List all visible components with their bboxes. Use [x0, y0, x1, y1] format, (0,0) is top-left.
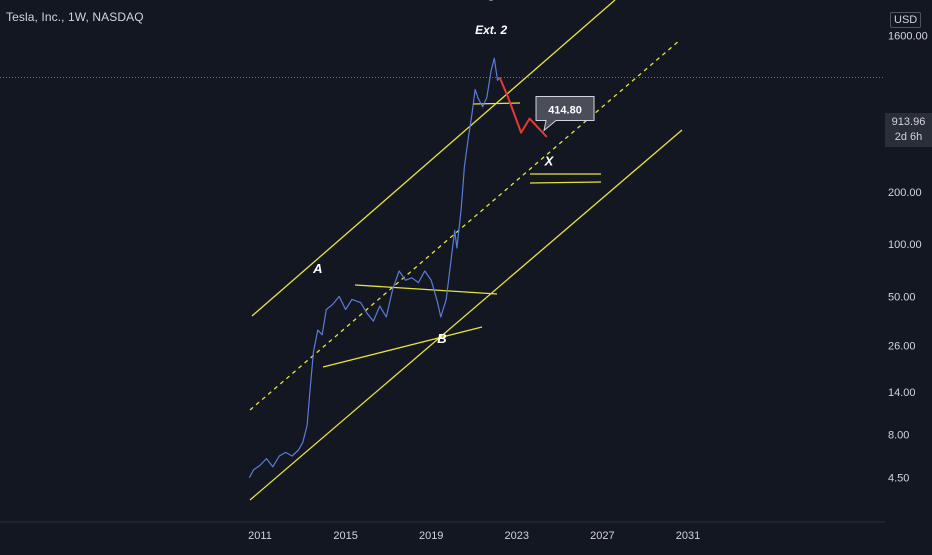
time-axis[interactable]: 2011 2015 2019 2023 2027 2031 [0, 522, 885, 550]
price-tick-label: 100.00 [888, 239, 922, 251]
wave-label: C [486, 0, 496, 3]
time-tick-label: 2031 [676, 530, 700, 542]
time-tick-label: 2011 [248, 530, 272, 542]
price-axis-background [885, 0, 932, 550]
wave-label: Ext. 2 [475, 23, 507, 37]
price-tick-label: 4.50 [888, 473, 909, 485]
current-price-tag: 913.96 2d 6h [885, 113, 932, 147]
price-callout-label: 414.80 [548, 104, 582, 116]
price-tick-label: 50.00 [888, 291, 916, 303]
wave-label: B [437, 331, 446, 346]
price-tick-label: 26.00 [888, 341, 916, 353]
price-tick-label: 1600.00 [888, 30, 928, 42]
symbol-title[interactable]: Tesla, Inc., 1W, NASDAQ [6, 10, 144, 24]
price-tick-label: 8.00 [888, 429, 909, 441]
price-axis[interactable]: 5200.002800.001600.00400.00200.00100.005… [885, 0, 932, 550]
time-tick-label: 2023 [505, 530, 529, 542]
bar-countdown: 2d 6h [885, 130, 932, 145]
wave-label: X [544, 153, 555, 168]
price-tick-label: 14.00 [888, 387, 916, 399]
price-tick-label: 200.00 [888, 187, 922, 199]
time-tick-label: 2019 [419, 530, 443, 542]
time-tick-label: 2015 [333, 530, 357, 542]
wave-label: A [312, 261, 322, 276]
time-tick-label: 2027 [590, 530, 614, 542]
currency-label[interactable]: USD [890, 12, 921, 28]
current-price-value: 913.96 [885, 115, 932, 130]
